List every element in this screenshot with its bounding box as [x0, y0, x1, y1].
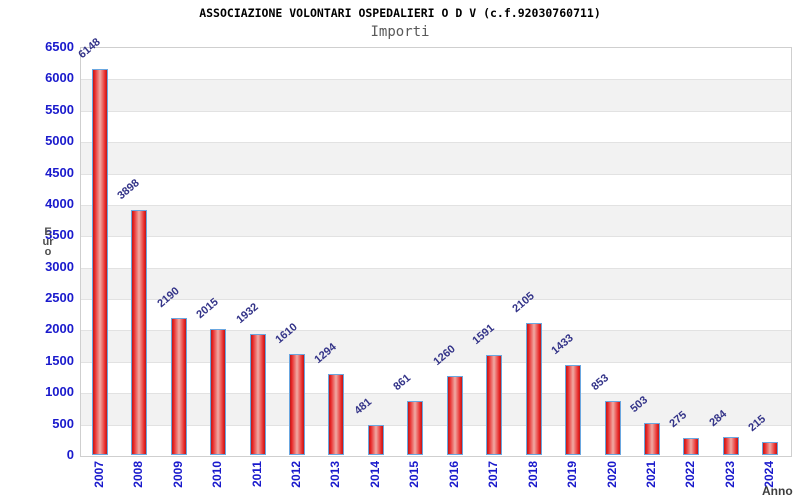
bar[interactable] — [604, 401, 621, 455]
bar[interactable] — [328, 374, 345, 455]
x-axis-tick-label: 2015 — [407, 461, 422, 488]
bar[interactable] — [446, 376, 463, 455]
bar[interactable] — [367, 425, 384, 455]
x-axis-tick-label: 2011 — [249, 461, 264, 488]
grid-band — [81, 236, 791, 267]
grid-band — [81, 142, 791, 174]
x-axis-tick-label: 2008 — [131, 461, 146, 488]
bar[interactable] — [643, 423, 660, 455]
y-axis-tick-label: 1000 — [45, 384, 74, 400]
y-axis-tick-label: 5500 — [45, 101, 74, 117]
grid-band — [81, 204, 791, 237]
grid-band — [81, 424, 791, 456]
bar[interactable] — [131, 210, 148, 455]
grid-band — [81, 393, 791, 425]
bar[interactable] — [722, 437, 739, 455]
y-axis-title: Euro — [42, 226, 54, 258]
grid-band — [81, 48, 791, 79]
y-axis-tick-label: 6000 — [45, 70, 74, 86]
grid-band — [81, 267, 791, 300]
y-axis-tick-label: 3000 — [45, 258, 74, 274]
y-axis-tick-label: 1500 — [45, 352, 74, 368]
x-axis-tick-label: 2023 — [722, 461, 737, 488]
y-axis-tick-label: 0 — [66, 447, 74, 462]
x-axis-tick-label: 2016 — [446, 461, 461, 488]
y-axis-tick-label: 4000 — [45, 195, 74, 211]
x-axis-tick-label: 2017 — [486, 461, 501, 488]
grid-band — [81, 173, 791, 205]
x-axis-tick-label: 2019 — [565, 461, 580, 488]
x-axis-tick-label: 2014 — [367, 461, 382, 488]
bar[interactable] — [249, 334, 266, 455]
grid-band — [81, 110, 791, 142]
x-axis-tick-label: 2010 — [210, 461, 225, 488]
bar[interactable] — [288, 354, 305, 455]
chart-title: ASSOCIAZIONE VOLONTARI OSPEDALIERI O D V… — [199, 6, 601, 20]
grid-band — [81, 330, 791, 362]
x-axis-tick-label: 2020 — [604, 461, 619, 488]
bar[interactable] — [565, 365, 582, 455]
y-axis-tick-label: 5000 — [45, 133, 74, 149]
bar[interactable] — [210, 329, 227, 455]
grid-band — [81, 79, 791, 111]
grid-band — [81, 361, 791, 393]
bar[interactable] — [407, 401, 424, 455]
bar[interactable] — [170, 318, 187, 455]
x-axis-tick-label: 2018 — [525, 461, 540, 488]
grid-band — [81, 299, 791, 330]
plot-area — [80, 47, 792, 457]
y-axis-tick-label: 4500 — [45, 164, 74, 180]
y-axis-tick-label: 500 — [52, 415, 74, 431]
y-axis-tick-label: 6500 — [45, 39, 74, 54]
x-axis-tick-label: 2021 — [643, 461, 658, 488]
bar[interactable] — [683, 438, 700, 455]
chart-subtitle: Importi — [370, 24, 430, 40]
bar[interactable] — [486, 355, 503, 455]
bar[interactable] — [91, 69, 108, 455]
y-axis-tick-label: 2000 — [45, 321, 74, 337]
x-axis-tick-label: 2009 — [170, 461, 185, 488]
x-axis-tick-label: 2012 — [288, 461, 303, 488]
bar[interactable] — [525, 323, 542, 455]
x-axis-title: Anno — [762, 484, 793, 498]
x-axis-tick-label: 2022 — [683, 461, 698, 488]
y-axis-tick-label: 2500 — [45, 290, 74, 306]
x-axis-tick-label: 2013 — [328, 461, 343, 488]
y-axis-tick-label: 3500 — [45, 227, 74, 243]
x-axis-tick-label: 2007 — [91, 461, 106, 488]
bar[interactable] — [762, 442, 779, 455]
